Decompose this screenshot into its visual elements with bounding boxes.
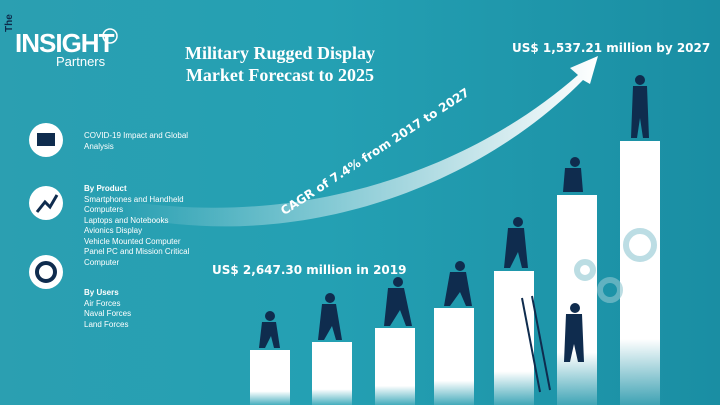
logo-ring [102,28,118,44]
section: COVID-19 Impact and Global Analysis [84,131,196,152]
section: By Users Air Forces Naval Forces Land Fo… [84,288,196,330]
section-item: Panel PC and Mission Critical Computer [84,247,190,267]
logo-name: INSIGHT [15,28,114,58]
section: By Product Smartphones and Handheld Comp… [84,184,196,268]
ladder [521,295,551,393]
section-item: Naval Forces [84,309,132,318]
section-item: Laptops and Notebooks [84,215,169,225]
bars [250,141,660,405]
title-line: Market Forecast to 2025 [185,65,375,85]
logo-sub: Partners [56,54,106,69]
section-heading: By Product [84,184,127,193]
growth-arrow [120,56,598,227]
figures [259,75,649,362]
forecast-label: US$ 1,537.21 million by 2027 [512,41,711,55]
logo-prefix: The [4,14,15,32]
title-line: Military Rugged Display [184,43,375,63]
section-item: Air Forces [84,298,121,308]
section-text: COVID-19 Impact and Global Analysis [84,131,189,151]
gears [574,228,657,303]
title: Military Rugged Display Market Forecast … [160,42,400,86]
section-icons [29,123,63,289]
section-item: Smartphones and Handheld Computers [84,194,184,215]
section-item: Land Forces [84,319,129,329]
section-item: Vehicle Mounted Computer [84,236,181,246]
section-item: Avionics Display [84,226,143,235]
base-label: US$ 2,647.30 million in 2019 [212,263,407,277]
section-heading: By Users [84,288,119,297]
